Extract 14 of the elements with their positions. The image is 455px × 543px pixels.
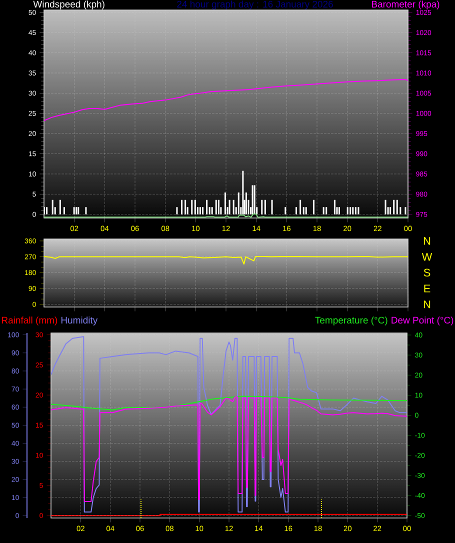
text: N [424, 237, 430, 245]
text: S [424, 268, 430, 277]
line-series [51, 396, 407, 410]
text: Temperature (°C) [315, 316, 388, 326]
text: Dew Point (°C) [392, 316, 454, 326]
chart-title: 24 hour graph day : 16 January 2026 [177, 0, 333, 10]
text: Barometer (kpa) [372, 0, 440, 10]
series-label: Humidity [61, 316, 98, 326]
text: Rainfall (mm) [2, 316, 58, 326]
text: N [424, 300, 430, 308]
text: W [422, 253, 432, 261]
text: E [424, 284, 430, 292]
line-series [51, 396, 407, 502]
text: Windspeed (kph) [33, 0, 104, 10]
